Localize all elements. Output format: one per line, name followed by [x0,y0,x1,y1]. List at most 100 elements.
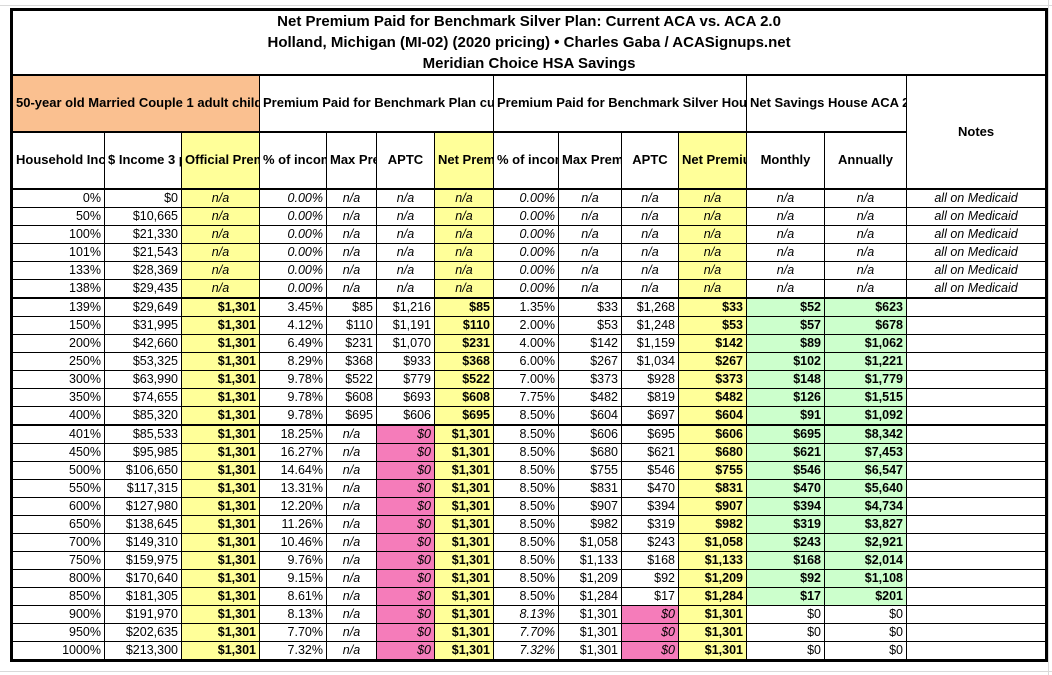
cell-annual-savings: $1,108 [824,569,907,588]
cell-net-premium-aca2: $33 [678,297,747,317]
cell-aptc-aca2: $0 [621,623,679,642]
cell-annual-savings: $3,827 [824,515,907,534]
cell-net-prem-aca: $1,301 [434,605,494,624]
cell-aptc-aca: $0 [376,424,435,444]
cell-aptc-aca2: n/a [621,225,679,244]
cell-official-premium: $1,301 [181,515,260,534]
cell-income: $21,330 [104,225,182,244]
cell-income: $85,320 [104,406,182,426]
cell-annual-savings: $1,221 [824,352,907,371]
cell-aptc-aca: $606 [376,406,435,426]
title-line-2: Holland, Michigan (MI-02) (2020 pricing)… [267,34,791,51]
cell-net-premium-aca2: $982 [678,515,747,534]
cell-net-premium-aca2: $907 [678,497,747,516]
cell-aptc-aca2: $394 [621,497,679,516]
cell-official-premium: $1,301 [181,388,260,407]
cell-max-prem-aca: n/a [326,623,377,642]
group-header-net-savings: Net Savings House ACA 2.0 vs. ACA [746,74,907,133]
cell-max-prem-aca2: $1,301 [558,605,622,624]
cell-max-prem-aca2: n/a [558,261,622,280]
cell-fpl: 100% [11,225,105,244]
table-row: 139% $29,649 $1,301 3.45% $85 $1,216 $85 1.35% $… [11,297,1048,317]
group-header-current-aca: Premium Paid for Benchmark Plan current … [259,74,494,133]
cell-max-prem-aca: n/a [326,533,377,552]
cell-aptc-aca: $1,070 [376,334,435,353]
cell-annual-savings: n/a [824,207,907,226]
cell-max-prem-aca2: $1,284 [558,587,622,606]
cell-pct-income-aca2: 7.32% [493,641,559,661]
cell-aptc-aca: $0 [376,641,435,661]
cell-annual-savings: $1,779 [824,370,907,389]
cell-official-premium: n/a [181,243,260,262]
cell-net-premium-aca2: $142 [678,334,747,353]
cell-aptc-aca: $0 [376,533,435,552]
column-header-monthly: Monthly [746,131,825,190]
cell-pct-income-aca: 10.46% [259,533,327,552]
cell-fpl: 0% [11,188,105,208]
cell-pct-income-aca: 9.78% [259,406,327,426]
cell-fpl: 139% [11,297,105,317]
cell-notes [905,515,1048,534]
column-header-household-income: Household Income (FPL) [11,131,105,190]
cell-notes [905,587,1048,606]
cell-aptc-aca: $1,216 [376,297,435,317]
cell-net-premium-aca2: n/a [678,279,747,299]
cell-max-prem-aca2: $1,301 [558,641,622,661]
cell-annual-savings: $201 [824,587,907,606]
cell-pct-income-aca: 8.61% [259,587,327,606]
cell-aptc-aca: $0 [376,569,435,588]
cell-max-prem-aca: n/a [326,261,377,280]
cell-monthly-savings: $546 [746,461,825,480]
cell-income: $63,990 [104,370,182,389]
cell-aptc-aca2: $243 [621,533,679,552]
column-header-notes: Notes [905,74,1048,190]
column-header-net-premium-aca2: Net Premium [678,131,747,190]
cell-notes: all on Medicaid [905,188,1048,208]
cell-max-prem-aca: n/a [326,461,377,480]
cell-max-prem-aca: n/a [326,443,377,462]
column-header-official-premium: Official Premium [181,131,260,190]
cell-annual-savings: $678 [824,316,907,335]
cell-net-premium-aca2: $267 [678,352,747,371]
cell-max-prem-aca2: $1,209 [558,569,622,588]
cell-aptc-aca: $779 [376,370,435,389]
cell-notes [905,461,1048,480]
cell-official-premium: $1,301 [181,424,260,444]
cell-monthly-savings: $695 [746,424,825,444]
cell-aptc-aca: n/a [376,225,435,244]
cell-official-premium: $1,301 [181,623,260,642]
premium-comparison-table: Net Premium Paid for Benchmark Silver Pl… [10,8,1049,662]
cell-fpl: 700% [11,533,105,552]
cell-pct-income-aca: 0.00% [259,225,327,244]
cell-aptc-aca2: $1,034 [621,352,679,371]
cell-aptc-aca: $0 [376,605,435,624]
table-row: 600% $127,980 $1,301 12.20% n/a $0 $1,301 8.50%… [11,497,1048,516]
cell-official-premium: $1,301 [181,461,260,480]
cell-monthly-savings: $319 [746,515,825,534]
cell-notes [905,443,1048,462]
cell-fpl: 50% [11,207,105,226]
cell-net-prem-aca: n/a [434,207,494,226]
cell-notes [905,352,1048,371]
cell-notes [905,641,1048,661]
cell-annual-savings: n/a [824,188,907,208]
cell-max-prem-aca2: $755 [558,461,622,480]
cell-max-prem-aca2: $267 [558,352,622,371]
cell-official-premium: $1,301 [181,605,260,624]
cell-income: $0 [104,188,182,208]
cell-net-prem-aca: $1,301 [434,551,494,570]
cell-notes [905,406,1048,426]
cell-income: $10,665 [104,207,182,226]
cell-pct-income-aca2: 0.00% [493,279,559,299]
cell-pct-income-aca2: 8.50% [493,443,559,462]
cell-net-premium-aca2: $1,058 [678,533,747,552]
cell-net-prem-aca: n/a [434,188,494,208]
cell-net-prem-aca: $1,301 [434,641,494,661]
cell-pct-income-aca: 8.29% [259,352,327,371]
cell-net-prem-aca: $1,301 [434,587,494,606]
cell-income: $29,435 [104,279,182,299]
cell-annual-savings: $0 [824,623,907,642]
cell-monthly-savings: n/a [746,243,825,262]
cell-notes: all on Medicaid [905,225,1048,244]
cell-official-premium: $1,301 [181,551,260,570]
